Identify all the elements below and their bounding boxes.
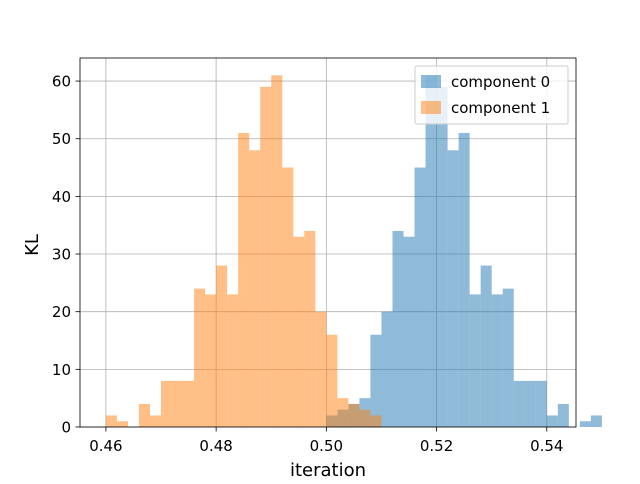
histogram-bar-series-1 <box>348 403 360 427</box>
histogram-bar-series-0 <box>579 421 591 427</box>
x-tick-label: 0.50 <box>310 437 343 455</box>
histogram-bar-series-0 <box>381 311 393 427</box>
histogram-bar-series-0 <box>546 415 558 427</box>
bars-layer <box>105 75 602 427</box>
legend-label: component 0 <box>451 73 550 91</box>
y-tick-label: 20 <box>52 303 71 321</box>
histogram-bar-series-0 <box>535 380 547 427</box>
histogram-bar-series-1 <box>293 236 305 427</box>
histogram-bar-series-0 <box>425 75 437 427</box>
histogram-bar-series-1 <box>359 409 371 427</box>
histogram-bar-series-1 <box>216 265 228 427</box>
histogram-bar-series-1 <box>149 415 162 427</box>
histogram-bar-series-1 <box>161 380 173 427</box>
histogram-bar-series-1 <box>260 86 272 427</box>
histogram-bar-series-0 <box>436 86 448 427</box>
histogram-bar-series-1 <box>183 380 195 427</box>
histogram-bar-series-1 <box>326 334 338 427</box>
y-tick-label: 0 <box>61 419 71 437</box>
legend-swatch <box>421 75 441 88</box>
histogram-bar-series-0 <box>491 294 503 427</box>
histogram-bar-series-0 <box>590 415 602 427</box>
histogram-bar-series-1 <box>304 230 316 427</box>
histogram-bar-series-0 <box>524 380 536 427</box>
histogram-bar-series-1 <box>116 421 128 427</box>
histogram-bar-series-0 <box>370 334 382 427</box>
histogram-bar-series-0 <box>513 380 525 427</box>
y-tick-label: 40 <box>52 188 71 206</box>
x-axis-label: iteration <box>290 460 366 480</box>
histogram-bar-series-1 <box>172 380 184 427</box>
histogram-bar-series-0 <box>469 294 481 427</box>
histogram-bar-series-0 <box>414 167 426 427</box>
grid-layer <box>80 58 576 428</box>
y-tick-label: 10 <box>52 361 71 379</box>
histogram-bar-series-0 <box>458 132 470 427</box>
histogram-bar-series-0 <box>480 265 492 427</box>
histogram-bar-series-1 <box>282 167 294 427</box>
y-tick-label: 50 <box>52 130 71 148</box>
axes-layer: 0.46 0.48 0.50 0.52 0.54 0 10 20 30 40 50 60 <box>52 57 577 455</box>
legend-swatch <box>421 101 441 114</box>
y-tick-label: 60 <box>52 73 71 91</box>
histogram-bar-series-1 <box>315 311 327 427</box>
histogram-bar-series-1 <box>337 398 349 427</box>
histogram-bar-series-1 <box>271 75 283 427</box>
y-axis-label: KL <box>22 234 43 256</box>
x-tick-label: 0.52 <box>420 437 453 455</box>
histogram-bar-series-1 <box>370 415 382 427</box>
histogram-bar-series-1 <box>105 415 117 427</box>
legend-box <box>414 65 569 125</box>
histogram-bar-series-0 <box>557 403 569 427</box>
histogram-bar-series-1 <box>205 294 217 427</box>
histogram-bar-series-0 <box>447 150 459 427</box>
histogram-bar-series-1 <box>227 294 239 427</box>
histogram-bar-series-1 <box>138 403 150 427</box>
legend: component 0 component 1 <box>414 65 569 125</box>
x-tick-label: 0.48 <box>199 437 232 455</box>
plot-frame <box>79 57 577 428</box>
histogram-bar-series-0 <box>502 288 514 427</box>
y-tick-label: 30 <box>52 246 71 264</box>
histogram-bar-series-1 <box>249 150 261 427</box>
histogram-bar-series-0 <box>392 230 404 427</box>
legend-label: component 1 <box>451 99 550 117</box>
histogram-bar-series-0 <box>403 236 415 427</box>
x-tick-label: 0.46 <box>89 437 122 455</box>
histogram-bar-series-1 <box>238 132 250 427</box>
x-tick-label: 0.54 <box>530 437 563 455</box>
histogram-bar-series-1 <box>194 288 206 427</box>
